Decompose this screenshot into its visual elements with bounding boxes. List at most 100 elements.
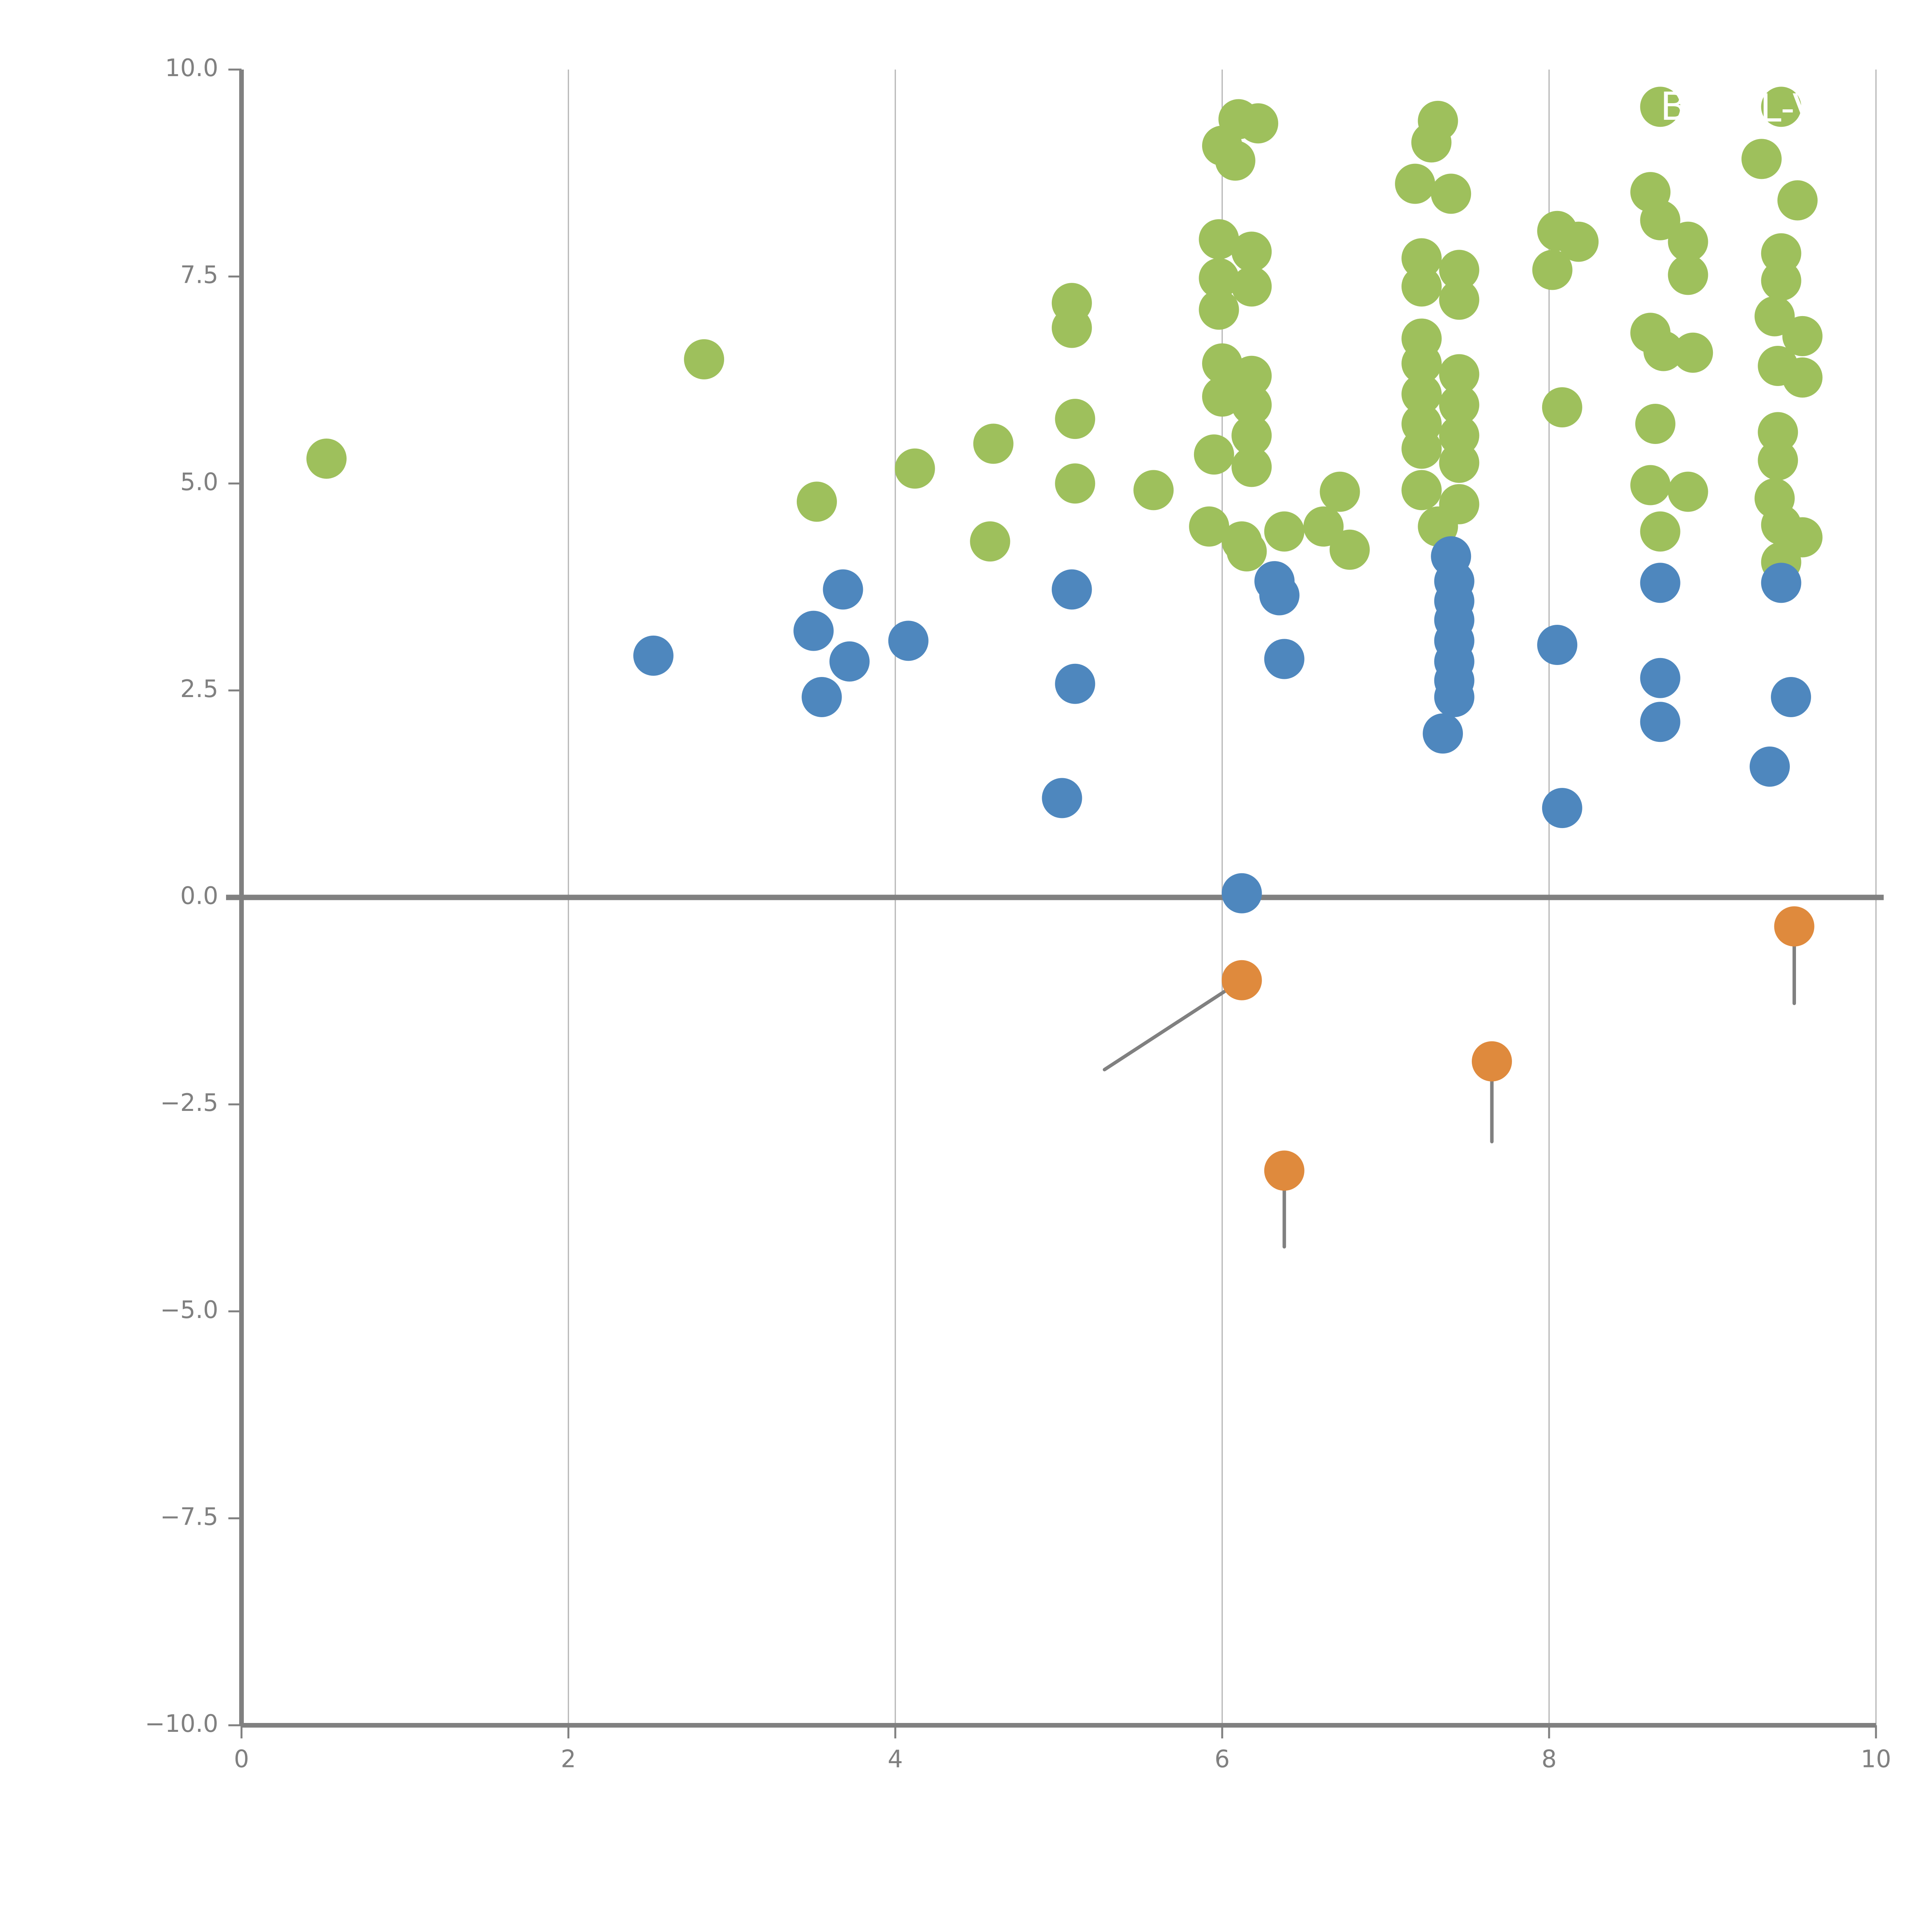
data-point-green[interactable] — [306, 438, 347, 479]
data-point-green[interactable] — [796, 481, 837, 522]
data-point-green[interactable] — [1758, 440, 1798, 481]
data-point-blue[interactable] — [1640, 563, 1680, 603]
data-point-blue[interactable] — [888, 621, 929, 661]
data-point-green[interactable] — [1226, 531, 1267, 571]
data-point-green[interactable] — [1051, 308, 1092, 348]
data-point-green[interactable] — [1782, 357, 1823, 398]
data-point-green[interactable] — [1542, 387, 1582, 428]
data-point-green[interactable] — [1439, 442, 1480, 483]
data-point-green[interactable] — [1532, 250, 1573, 290]
data-point-green[interactable] — [1668, 255, 1708, 295]
data-point-green[interactable] — [1761, 87, 1801, 127]
data-point-green[interactable] — [1431, 173, 1471, 214]
marker-annotation-label: B — [1660, 84, 1687, 129]
data-point-green[interactable] — [1231, 266, 1272, 307]
data-point-blue[interactable] — [1771, 677, 1811, 718]
data-point-blue[interactable] — [1640, 702, 1680, 742]
y-tick-label: 2.5 — [180, 675, 218, 703]
data-point-green[interactable] — [1320, 471, 1360, 512]
data-point-green[interactable] — [1401, 374, 1442, 414]
data-point-green[interactable] — [1199, 258, 1239, 298]
data-point-green[interactable] — [1782, 316, 1823, 356]
data-point-green[interactable] — [1231, 355, 1272, 396]
data-point-green[interactable] — [1401, 343, 1442, 384]
y-tick-label: 7.5 — [180, 261, 218, 289]
data-point-green[interactable] — [1055, 399, 1095, 439]
data-point-green[interactable] — [1635, 403, 1675, 444]
data-point-green[interactable] — [1439, 354, 1480, 395]
data-point-green[interactable] — [1303, 506, 1344, 547]
data-point-blue[interactable] — [1434, 677, 1475, 718]
data-point-green[interactable] — [1055, 463, 1095, 504]
data-point-green[interactable] — [1329, 529, 1370, 570]
leader-lines — [1102, 924, 1796, 1249]
data-point-green[interactable] — [970, 521, 1010, 562]
data-point-blue[interactable] — [1537, 625, 1578, 665]
data-point-green[interactable] — [1668, 471, 1708, 512]
data-point-green[interactable] — [1231, 447, 1272, 487]
data-point-blue[interactable] — [1221, 873, 1262, 913]
data-point-green[interactable] — [1439, 250, 1480, 290]
data-point-blue[interactable] — [1761, 563, 1801, 603]
data-point-green[interactable] — [1439, 384, 1480, 425]
data-point-green[interactable] — [1673, 332, 1713, 373]
data-point-green[interactable] — [1231, 231, 1272, 272]
data-point-orange[interactable] — [1774, 906, 1815, 947]
data-point-blue[interactable] — [1259, 575, 1300, 616]
data-point-green[interactable] — [1761, 260, 1801, 301]
data-point-green[interactable] — [1640, 511, 1680, 552]
data-point-green[interactable] — [1630, 465, 1671, 505]
data-point-green[interactable] — [1215, 140, 1255, 181]
data-point-green[interactable] — [1777, 180, 1818, 221]
data-point-green[interactable] — [1199, 289, 1239, 330]
data-point-green[interactable] — [1194, 434, 1234, 475]
data-point-blue[interactable] — [1051, 569, 1092, 610]
data-point-green[interactable] — [1558, 221, 1599, 262]
data-point-green[interactable] — [1231, 384, 1272, 425]
data-point-green[interactable] — [1640, 200, 1680, 240]
data-point-orange[interactable] — [1471, 1041, 1512, 1082]
data-point-green[interactable] — [1401, 238, 1442, 279]
data-point-green[interactable] — [1640, 87, 1680, 127]
data-point-blue[interactable] — [793, 611, 834, 651]
data-point-blue[interactable] — [1750, 746, 1790, 787]
data-point-green[interactable] — [1401, 266, 1442, 307]
data-point-blue[interactable] — [1264, 639, 1304, 679]
data-point-green[interactable] — [1238, 103, 1279, 144]
data-point-green[interactable] — [1189, 506, 1230, 547]
data-point-green[interactable] — [1758, 412, 1798, 452]
data-point-green[interactable] — [1439, 279, 1480, 320]
data-point-blue[interactable] — [1423, 713, 1463, 754]
data-point-blue[interactable] — [1042, 778, 1082, 818]
data-point-green[interactable] — [1643, 331, 1684, 371]
data-points-green[interactable] — [306, 87, 1823, 582]
data-point-green[interactable] — [1264, 511, 1304, 552]
data-point-green[interactable] — [1199, 219, 1239, 260]
data-point-blue[interactable] — [829, 641, 870, 682]
data-point-green[interactable] — [1395, 163, 1435, 204]
data-point-green[interactable] — [1741, 139, 1782, 179]
data-point-green[interactable] — [684, 339, 724, 379]
data-point-green[interactable] — [1231, 415, 1272, 456]
data-point-orange[interactable] — [1221, 960, 1262, 1000]
data-point-blue[interactable] — [801, 677, 842, 718]
data-point-green[interactable] — [973, 423, 1014, 464]
data-point-green[interactable] — [1401, 470, 1442, 510]
data-point-blue[interactable] — [1542, 788, 1582, 828]
x-tick-label: 4 — [888, 1745, 903, 1773]
data-point-green[interactable] — [1668, 221, 1708, 262]
data-point-green[interactable] — [1133, 470, 1174, 510]
data-points-blue[interactable] — [633, 536, 1811, 913]
data-point-orange[interactable] — [1264, 1150, 1304, 1191]
x-axis-tick-labels: 0 2 4 6 8 10 — [234, 1745, 1891, 1773]
data-point-green[interactable] — [1411, 122, 1452, 163]
data-point-green[interactable] — [1754, 296, 1795, 337]
data-points-orange[interactable] — [1221, 906, 1815, 1191]
data-point-blue[interactable] — [633, 635, 673, 676]
data-point-blue[interactable] — [1640, 658, 1680, 698]
data-point-green[interactable] — [895, 448, 935, 489]
data-point-blue[interactable] — [823, 569, 863, 610]
data-point-green[interactable] — [1401, 429, 1442, 469]
data-point-blue[interactable] — [1055, 663, 1095, 704]
